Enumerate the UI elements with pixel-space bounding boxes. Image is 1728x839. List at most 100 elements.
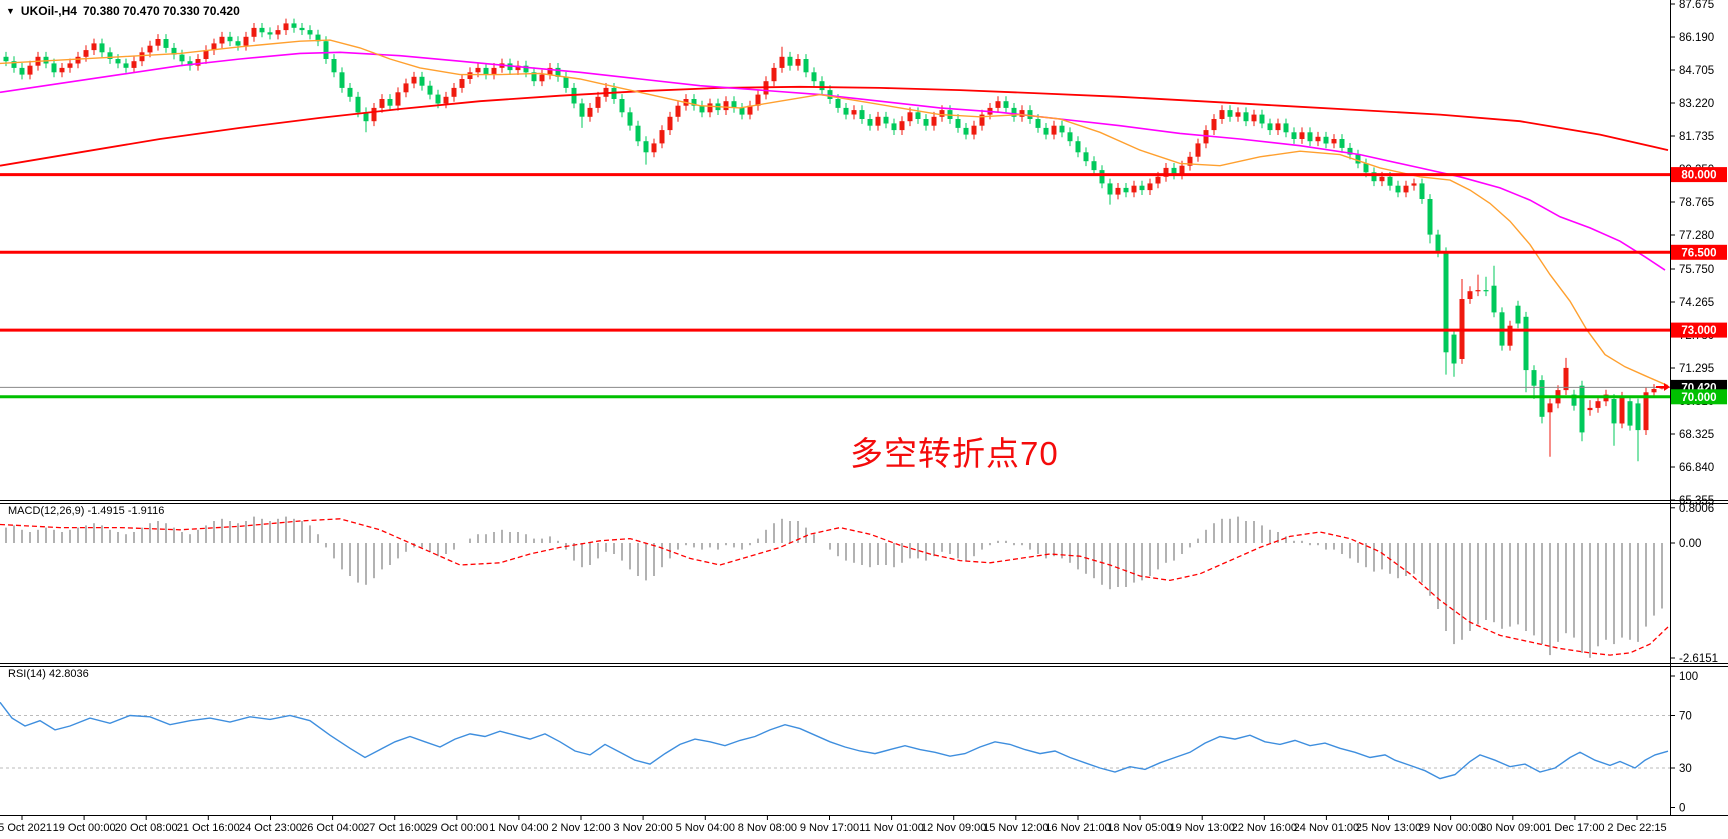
candle-body [195, 59, 201, 66]
candle-body [387, 99, 393, 106]
time-tick-label: 24 Nov 01:00 [1294, 822, 1359, 834]
candle-body [955, 119, 961, 128]
candle-body [467, 72, 473, 79]
candle-body [691, 99, 697, 106]
candle-body [1163, 167, 1169, 177]
time-tick-label: 20 Oct 08:00 [115, 822, 178, 834]
time-tick-label: 27 Oct 16:00 [363, 822, 426, 834]
candle-body [1547, 403, 1553, 413]
candle-body [1187, 156, 1193, 166]
candle-body [115, 59, 121, 64]
price-tick-label: 81.735 [1679, 131, 1714, 143]
symbol-dropdown-icon[interactable]: ▼ [6, 6, 15, 16]
candle-body [1563, 367, 1569, 391]
candle-body [219, 36, 225, 44]
time-tick-label: 19 Nov 13:00 [1169, 822, 1234, 834]
candle-body [123, 63, 129, 68]
candle-body [1643, 392, 1649, 431]
time-tick-label: 3 Nov 20:00 [613, 822, 672, 834]
candle-body [811, 72, 817, 82]
time-tick-label: 15 Nov 12:00 [983, 822, 1048, 834]
candle-body [723, 101, 729, 111]
candle-body [1587, 407, 1593, 411]
candle-body [1619, 396, 1625, 424]
candle-body [459, 79, 465, 88]
time-tick-label: 5 Nov 04:00 [676, 822, 735, 834]
candle-body [819, 81, 825, 91]
candle-body [579, 103, 585, 117]
rsi-tick-label: 30 [1679, 763, 1692, 775]
candle-body [923, 119, 929, 126]
time-tick-label: 24 Oct 23:00 [239, 822, 302, 834]
candle-body [139, 52, 145, 62]
candle-body [427, 85, 433, 95]
macd-indicator-label: MACD(12,26,9) -1.4915 -1.9116 [8, 505, 165, 517]
rsi-tick-label: 0 [1679, 803, 1685, 815]
price-tick-label: 74.265 [1679, 297, 1714, 309]
candle-body [1523, 316, 1529, 371]
candle-body [1403, 185, 1409, 193]
time-tick-label: 25 Nov 13:00 [1356, 822, 1421, 834]
candle-body [1043, 127, 1049, 135]
candle-body [907, 112, 913, 122]
candle-body [1059, 125, 1065, 133]
candle-body [411, 76, 417, 84]
price-tick-label: 68.325 [1679, 429, 1714, 441]
time-tick-label: 26 Oct 04:00 [301, 822, 364, 834]
candle-body [171, 47, 177, 55]
svg-text:70.000: 70.000 [1681, 392, 1716, 404]
candle-body [667, 116, 673, 131]
candle-body [1091, 161, 1097, 171]
candle-body [1531, 370, 1537, 386]
candle-body [619, 99, 625, 113]
candle-body [1155, 176, 1161, 184]
candle-body [227, 36, 233, 42]
candle-body [1299, 132, 1305, 139]
time-tick-label: 11 Nov 01:00 [859, 822, 924, 834]
price-tag-80.000: 80.000 [1671, 167, 1727, 183]
candle-body [163, 39, 169, 48]
time-tick-label: 22 Nov 16:00 [1232, 822, 1297, 834]
candle-body [1203, 130, 1209, 144]
candle-body [251, 27, 257, 37]
candle-body [147, 45, 153, 53]
candle-body [1131, 185, 1137, 193]
candle-body [803, 59, 809, 73]
candle-body [971, 125, 977, 135]
candle-body [1019, 110, 1025, 117]
candle-body [1115, 187, 1121, 195]
candle-body [1451, 334, 1457, 364]
candle-body [1283, 123, 1289, 133]
candle-body [1051, 125, 1057, 135]
candle-body [547, 67, 553, 75]
price-tag-76.500: 76.500 [1671, 244, 1727, 260]
candle-body [363, 112, 369, 122]
time-tick-label: 2 Dec 22:15 [1607, 822, 1666, 834]
candle-body [963, 127, 969, 135]
candle-body [1515, 305, 1521, 324]
candle-body [283, 23, 289, 31]
candle-body [1331, 139, 1337, 144]
candle-body [11, 61, 17, 68]
candle-body [739, 107, 745, 115]
candle-body [1251, 114, 1257, 122]
candle-body [859, 110, 865, 119]
candle-body [659, 130, 665, 144]
time-tick-label: 30 Nov 09:00 [1480, 822, 1545, 834]
candle-body [235, 41, 241, 46]
candle-body [1635, 403, 1641, 431]
ma-mid-magenta [0, 51, 1666, 271]
candle-body [371, 107, 377, 122]
candle-body [395, 92, 401, 106]
time-tick-label: 29 Oct 00:00 [425, 822, 488, 834]
candle-body [211, 43, 217, 51]
candle-body [1387, 176, 1393, 186]
candle-body [3, 56, 9, 62]
candle-body [1419, 183, 1425, 199]
price-tick-label: 83.220 [1679, 98, 1714, 110]
time-tick-label: 9 Nov 17:00 [800, 822, 859, 834]
candle-body [1011, 107, 1017, 117]
candle-body [1355, 154, 1361, 164]
